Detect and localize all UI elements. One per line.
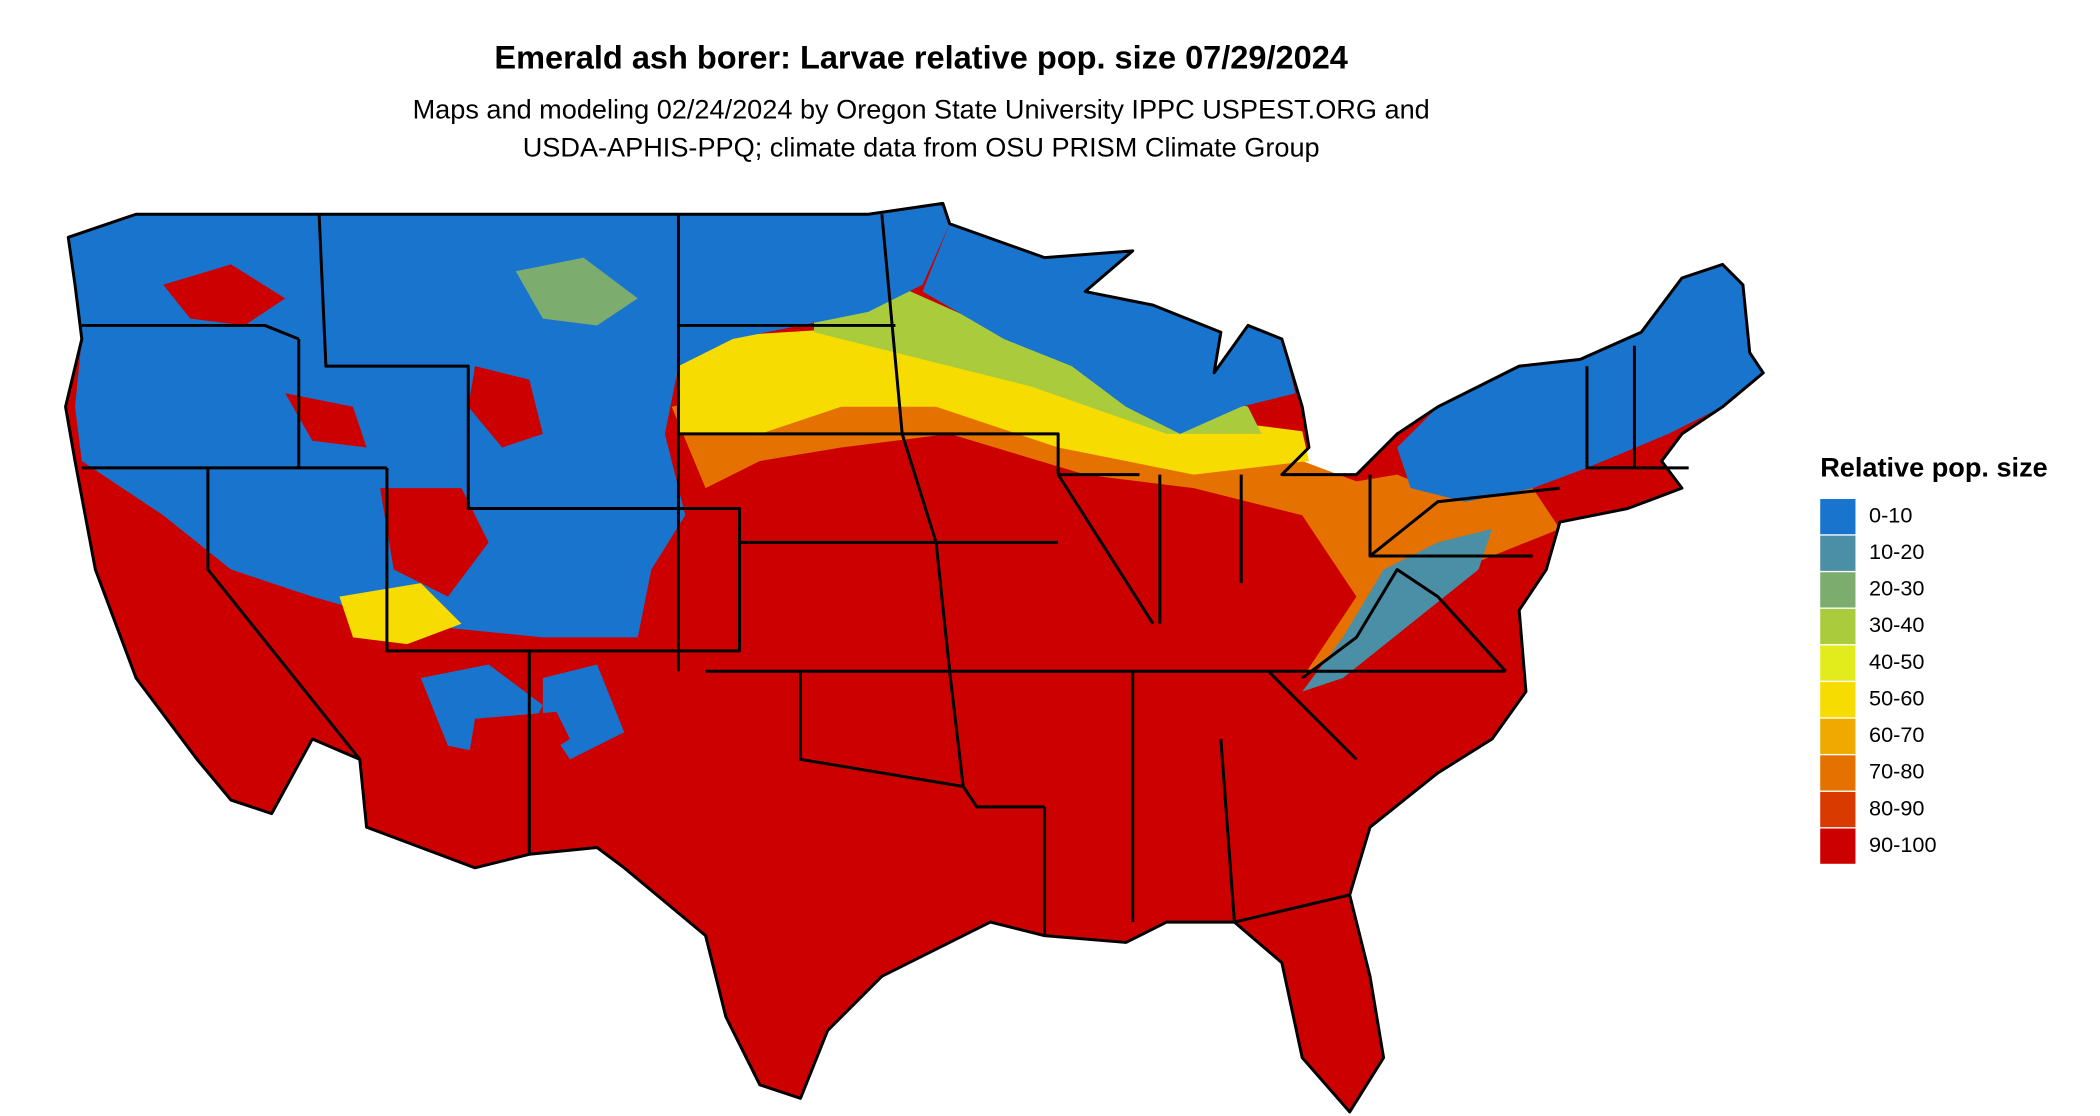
legend-label: 50-60 [1869,685,1924,710]
legend-title: Relative pop. size [1820,451,2047,482]
region-fill [339,583,462,645]
legend-label: 40-50 [1869,649,1924,674]
legend-label: 10-20 [1869,539,1924,564]
map-subtitle: Maps and modeling 02/24/2024 by Oregon S… [413,93,1430,124]
region-fill [380,488,489,597]
legend: 0-10 10-20 20-30 30-40 40-50 50-60 60-70 70-80 8… [1820,499,1937,864]
legend-label: 30-40 [1869,612,1924,637]
region-fill [675,325,1309,475]
region-fill [285,393,367,448]
legend-swatch [1820,828,1856,864]
legend-swatch [1820,572,1856,608]
legend-swatch [1820,535,1856,571]
legend-swatch [1820,499,1856,535]
us-outline [64,201,1765,1114]
region-fill [922,223,1296,434]
legend-label: 0-10 [1869,502,1912,527]
us-map [64,201,1765,1114]
state-borders [81,214,1689,936]
legend-label: 70-80 [1869,759,1924,784]
legend-label: 90-100 [1869,832,1937,857]
region-fill [515,257,638,326]
legend-label: 60-70 [1869,722,1924,747]
region-fill [468,711,570,773]
legend-swatch [1820,791,1856,828]
region-fill [1302,528,1493,692]
legend-swatch [1820,608,1856,645]
legend-swatch [1820,755,1856,791]
region-fill [163,264,286,326]
region-fill [468,366,543,448]
legend-label: 80-90 [1869,795,1924,820]
region-fill [108,488,238,651]
map-title: Emerald ash borer: Larvae relative pop. … [494,39,1348,75]
map-subtitle: USDA-APHIS-PPQ; climate data from OSU PR… [523,131,1320,162]
legend-swatch [1820,682,1856,718]
legend-swatch [1820,718,1856,754]
legend-label: 20-30 [1869,576,1924,601]
region-fill [1397,264,1764,502]
legend-swatch [1820,645,1856,681]
